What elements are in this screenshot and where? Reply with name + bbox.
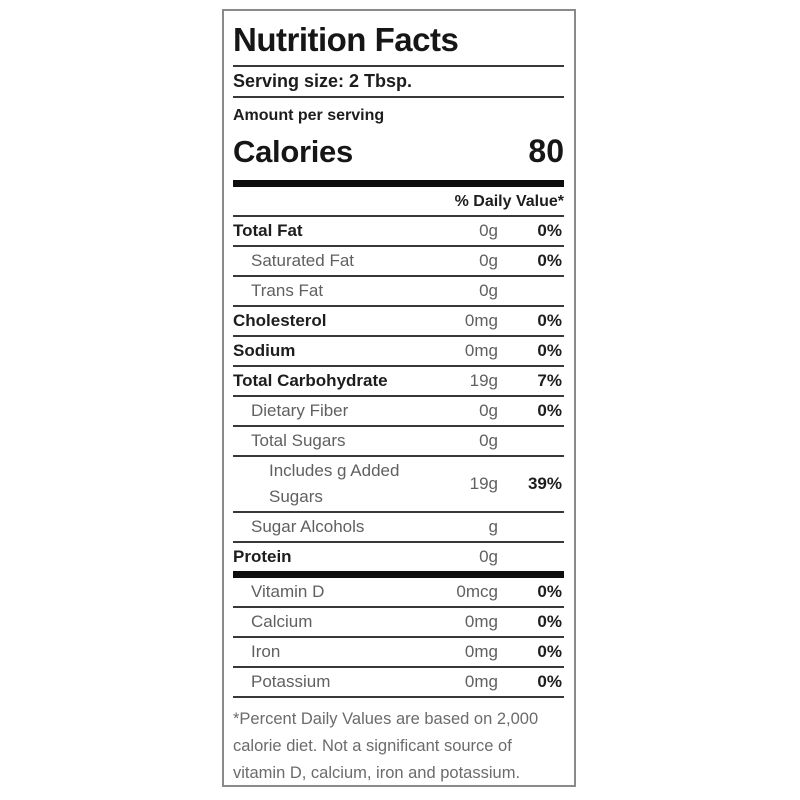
nutrient-amount: 0g bbox=[479, 221, 498, 240]
thick-divider-top bbox=[233, 180, 564, 187]
nutrient-row: Dietary Fiber 0g 0% bbox=[233, 397, 564, 427]
nutrient-daily-value: 0% bbox=[537, 221, 562, 240]
nutrient-rows-section: Total Fat 0g 0% Saturated Fat 0g 0% Trans Fat 0… bbox=[233, 217, 564, 571]
nutrient-row: Potassium 0mg 0% bbox=[233, 668, 564, 698]
nutrient-daily-value: 0% bbox=[537, 582, 562, 601]
nutrient-daily-value: 0% bbox=[537, 251, 562, 270]
nutrient-row: Calcium 0mg 0% bbox=[233, 608, 564, 638]
nutrient-daily-value: 0% bbox=[537, 642, 562, 661]
nutrient-name: Sugar Alcohols bbox=[251, 517, 365, 536]
nutrient-row: Total Fat 0g 0% bbox=[233, 217, 564, 247]
nutrient-amount: 0mcg bbox=[456, 582, 498, 601]
nutrient-row: Total Sugars 0g bbox=[233, 427, 564, 457]
nutrient-amount: 0g bbox=[479, 547, 498, 566]
nutrient-daily-value: 0% bbox=[537, 612, 562, 631]
nutrient-name: Calcium bbox=[251, 612, 313, 631]
micronutrient-rows-section: Vitamin D 0mcg 0% Calcium 0mg 0% Iron 0mg 0% Pota… bbox=[233, 578, 564, 698]
nutrition-facts-title: Nutrition Facts bbox=[233, 15, 564, 67]
nutrient-name: Potassium bbox=[251, 672, 331, 691]
nutrient-amount: 0mg bbox=[464, 341, 498, 360]
nutrient-row: Sodium 0mg 0% bbox=[233, 337, 564, 367]
nutrient-name: Dietary Fiber bbox=[251, 401, 349, 420]
nutrition-facts-panel: Nutrition Facts Serving size: 2 Tbsp. Am… bbox=[222, 9, 576, 787]
nutrient-amount: 0g bbox=[479, 431, 498, 450]
nutrient-name: Cholesterol bbox=[233, 311, 327, 330]
nutrient-row: Iron 0mg 0% bbox=[233, 638, 564, 668]
nutrient-row: Total Carbohydrate 19g 7% bbox=[233, 367, 564, 397]
nutrient-daily-value: 7% bbox=[537, 371, 562, 390]
nutrient-row: Includes g Added Sugars 19g 39% bbox=[233, 457, 564, 513]
serving-size-text: Serving size: 2 Tbsp. bbox=[233, 67, 564, 98]
nutrient-name: Vitamin D bbox=[251, 582, 325, 601]
nutrient-row: Sugar Alcohols g bbox=[233, 513, 564, 543]
nutrient-amount: 0g bbox=[479, 281, 498, 300]
nutrient-row: Protein 0g bbox=[233, 543, 564, 571]
nutrient-amount: 0g bbox=[479, 401, 498, 420]
nutrient-name: Iron bbox=[251, 642, 281, 661]
nutrient-daily-value: 0% bbox=[537, 311, 562, 330]
calories-value: 80 bbox=[528, 133, 564, 169]
nutrient-amount: 0mg bbox=[464, 612, 498, 631]
nutrient-amount: 0g bbox=[479, 251, 498, 270]
nutrient-amount: g bbox=[488, 517, 498, 536]
nutrient-name: Saturated Fat bbox=[251, 251, 355, 270]
nutrient-amount: 0mg bbox=[464, 642, 498, 661]
nutrient-daily-value: 39% bbox=[527, 474, 562, 493]
nutrient-amount: 0mg bbox=[464, 672, 498, 691]
nutrient-name: Total Carbohydrate bbox=[233, 371, 388, 390]
calories-label: Calories bbox=[233, 134, 353, 169]
footnote-text: *Percent Daily Values are based on 2,000… bbox=[233, 710, 539, 782]
nutrient-daily-value: 0% bbox=[537, 672, 562, 691]
nutrient-row: Cholesterol 0mg 0% bbox=[233, 307, 564, 337]
nutrient-name: Includes g Added Sugars bbox=[269, 461, 400, 506]
nutrient-row: Saturated Fat 0g 0% bbox=[233, 247, 564, 277]
nutrient-amount: 0mg bbox=[464, 311, 498, 330]
nutrient-row: Vitamin D 0mcg 0% bbox=[233, 578, 564, 608]
thick-divider-bottom bbox=[233, 571, 564, 578]
nutrient-name: Protein bbox=[233, 547, 292, 566]
amount-per-serving-label: Amount per serving bbox=[233, 107, 385, 124]
daily-value-header: % Daily Value* bbox=[233, 187, 564, 217]
nutrient-name: Total Sugars bbox=[251, 431, 346, 450]
nutrient-daily-value: 0% bbox=[537, 341, 562, 360]
nutrient-amount: 19g bbox=[469, 474, 498, 493]
nutrient-name: Total Fat bbox=[233, 221, 303, 240]
nutrient-amount: 19g bbox=[469, 371, 498, 390]
nutrient-row: Trans Fat 0g bbox=[233, 277, 564, 307]
nutrient-name: Sodium bbox=[233, 341, 296, 360]
calories-row: Calories 80 bbox=[233, 130, 564, 180]
nutrient-daily-value: 0% bbox=[537, 401, 562, 420]
nutrient-name: Trans Fat bbox=[251, 281, 324, 300]
